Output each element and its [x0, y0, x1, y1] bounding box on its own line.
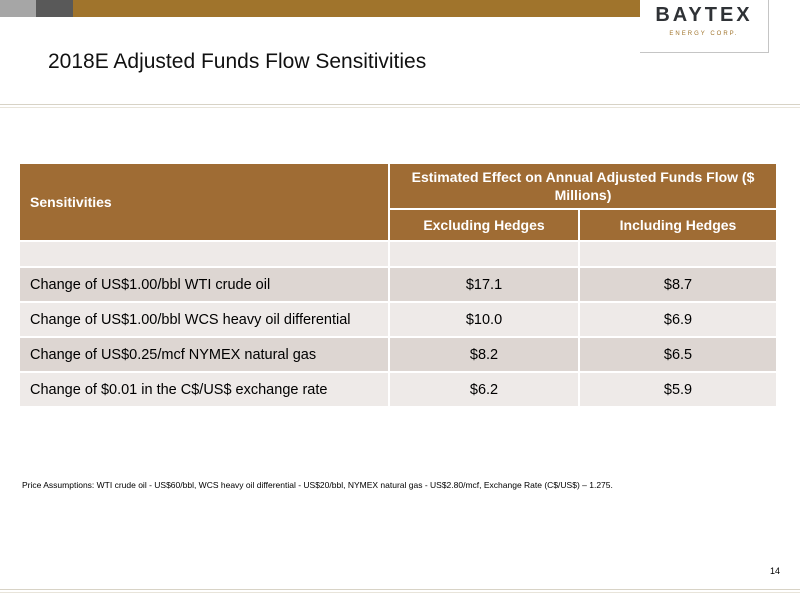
divider-bottom-secondary [0, 592, 800, 593]
table-row-label: Change of $0.01 in the C$/US$ exchange r… [20, 373, 388, 406]
table-cell-including: $5.9 [580, 373, 776, 406]
header-band-gold [73, 0, 640, 17]
table-cell-including: $6.9 [580, 303, 776, 336]
company-logo: BAYTEX ENERGY CORP. [640, 0, 769, 53]
table-cell-excluding: $17.1 [390, 268, 578, 301]
table-cell-including: $8.7 [580, 268, 776, 301]
table-cell-excluding: $8.2 [390, 338, 578, 371]
page-number: 14 [769, 566, 780, 576]
blank-row-cell [580, 242, 776, 266]
header-including-label: Including Hedges [619, 217, 737, 233]
header-sensitivities: Sensitivities [20, 164, 388, 240]
table-cell-excluding: $10.0 [390, 303, 578, 336]
header-band-dark [36, 0, 73, 17]
blank-row-cell [390, 242, 578, 266]
table-row-label: Change of US$1.00/bbl WTI crude oil [20, 268, 388, 301]
table-cell-including: $6.5 [580, 338, 776, 371]
table-row-label: Change of US$0.25/mcf NYMEX natural gas [20, 338, 388, 371]
logo-subtitle: ENERGY CORP. [669, 31, 739, 37]
header-including-hedges: Including Hedges [580, 210, 776, 240]
header-band-grey [0, 0, 36, 17]
table-row-label: Change of US$1.00/bbl WCS heavy oil diff… [20, 303, 388, 336]
divider-top [0, 104, 800, 105]
divider-top-secondary [0, 107, 800, 108]
blank-row-cell [20, 242, 388, 266]
header-excluding-label: Excluding Hedges [423, 217, 545, 233]
price-assumptions-footnote: Price Assumptions: WTI crude oil - US$60… [22, 480, 613, 490]
page-title: 2018E Adjusted Funds Flow Sensitivities [48, 50, 427, 73]
header-estimated-effect-label: Estimated Effect on Annual Adjusted Fund… [411, 169, 755, 203]
divider-bottom [0, 589, 800, 590]
logo-wordmark: BAYTEX [655, 4, 753, 26]
header-estimated-effect: Estimated Effect on Annual Adjusted Fund… [390, 164, 776, 208]
header-excluding-hedges: Excluding Hedges [390, 210, 578, 240]
header-sensitivities-label: Sensitivities [30, 194, 112, 210]
table-cell-excluding: $6.2 [390, 373, 578, 406]
